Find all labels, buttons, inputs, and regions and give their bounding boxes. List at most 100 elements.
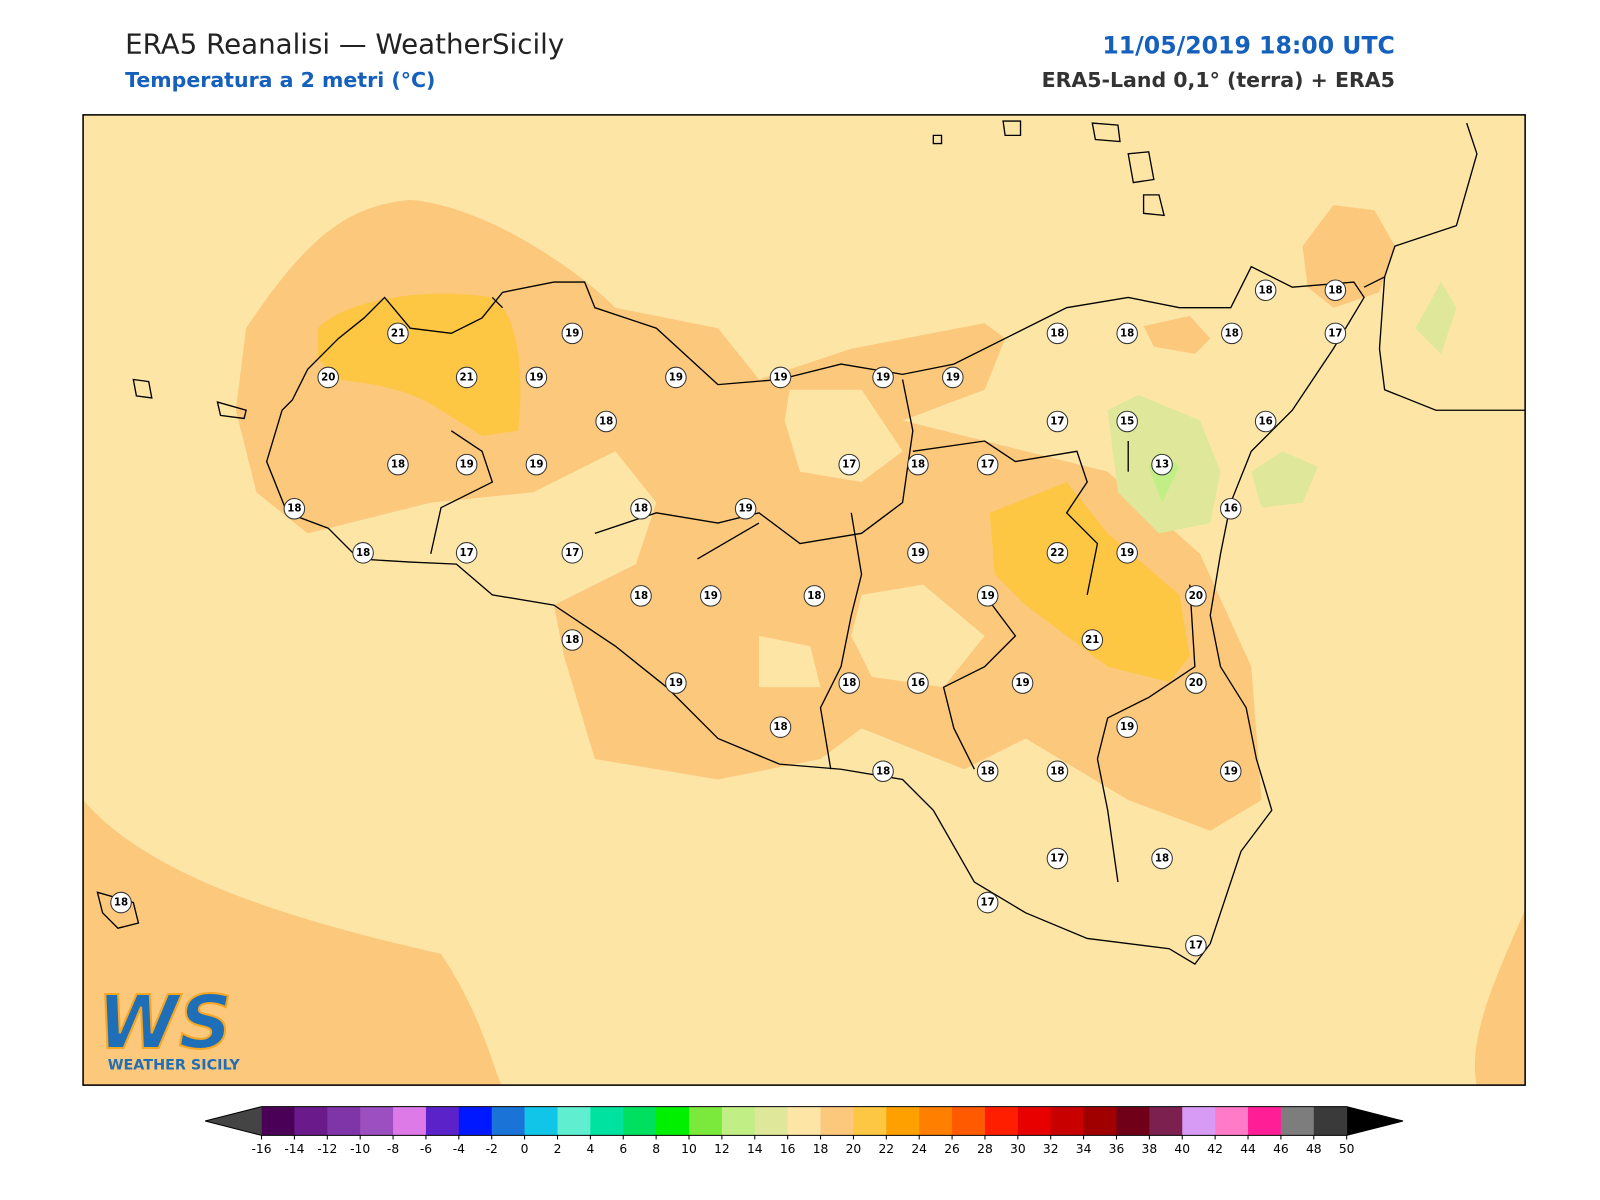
station-value: 22: [1050, 547, 1064, 559]
colorbar-under: [205, 1106, 262, 1136]
colorbar-tick-label: 10: [681, 1142, 697, 1156]
station-value: 18: [287, 503, 301, 515]
station-value: 20: [321, 371, 335, 383]
colorbar-segment: [1083, 1106, 1118, 1136]
station-marker: [525, 366, 548, 389]
station-value: 17: [842, 459, 856, 471]
colorbar-segment: [689, 1106, 723, 1136]
colorbar: -16 -14 -12 -10 -8 -6 -4 -2 0 2 4 6 8 10 12 14 16 18 20 22 2…: [205, 1106, 1404, 1156]
station-value: 18: [1050, 765, 1064, 777]
cool-area: [1415, 282, 1457, 354]
colorbar-segment: [721, 1106, 756, 1136]
colorbar-segment: [1248, 1106, 1282, 1136]
station-marker: [317, 366, 339, 389]
cool-area: [1251, 451, 1318, 508]
station-marker: [1116, 410, 1138, 433]
station-value: 20: [1189, 677, 1203, 689]
title: ERA5 Reanalisi — WeatherSicily: [125, 27, 564, 60]
station-marker: [700, 585, 722, 607]
station-value: 16: [1259, 416, 1273, 428]
colorbar-tick-label: 14: [747, 1142, 763, 1156]
station-marker: [1046, 542, 1069, 564]
cool-area: [851, 584, 985, 688]
station-marker: [976, 585, 999, 607]
colorbar-segment: [590, 1106, 624, 1136]
station-value: 18: [634, 503, 648, 515]
map: 21 19 20 21 19 19 19 19 19 18 18 18 18 18 17 18 17 15 16 18…: [82, 114, 1526, 1086]
colorbar-tick-label: 28: [977, 1142, 993, 1156]
station-marker: [1220, 760, 1242, 783]
colorbar-tick-label: 2: [554, 1142, 562, 1156]
station-marker: [1324, 279, 1347, 302]
station-value: 18: [842, 677, 856, 689]
hot-area: [317, 293, 521, 436]
station-marker: [1221, 322, 1243, 345]
station-marker: [907, 542, 929, 564]
warm-area: [1302, 205, 1395, 308]
colorbar-tick-label: 34: [1076, 1142, 1092, 1156]
colorbar-tick-label: 22: [878, 1142, 894, 1156]
colorbar-segment: [1017, 1106, 1052, 1136]
station-marker: [1324, 322, 1347, 345]
station-marker: [387, 453, 409, 476]
colorbar-segment: [425, 1106, 460, 1136]
station-value: 17: [981, 459, 995, 471]
colorbar-segment: [853, 1106, 887, 1136]
station-marker: [976, 891, 999, 914]
colorbar-tick-label: 32: [1043, 1142, 1059, 1156]
station-marker: [525, 453, 548, 476]
station-value: 19: [739, 503, 753, 515]
station-value: 19: [529, 371, 543, 383]
station-value: 19: [669, 677, 683, 689]
station-marker: [283, 497, 306, 520]
station-marker: [1011, 672, 1034, 694]
colorbar-segment: [1116, 1106, 1150, 1136]
colorbar-tick-label: -8: [387, 1142, 399, 1156]
colorbar-segment: [557, 1106, 591, 1136]
station-value: 13: [1155, 459, 1169, 471]
station-value: 18: [599, 416, 613, 428]
colorbar-tick-label: 16: [780, 1142, 796, 1156]
colorbar-tick-label: 20: [846, 1142, 862, 1156]
colorbar-segment: [1215, 1106, 1249, 1136]
station-value: 19: [565, 327, 579, 339]
colorbar-segment: [919, 1106, 953, 1136]
station-marker: [872, 366, 894, 389]
colorbar-tick-label: 6: [619, 1142, 627, 1156]
colorbar-tick-label: 36: [1109, 1142, 1125, 1156]
station-marker: [976, 453, 999, 476]
colorbar-tick-label: 0: [521, 1142, 529, 1156]
station-marker: [561, 542, 584, 564]
station-marker: [110, 891, 132, 914]
station-marker: [1116, 716, 1138, 738]
station-marker: [1116, 322, 1138, 345]
station-value: 16: [911, 677, 925, 689]
station-marker: [907, 672, 929, 694]
colorbar-segment: [754, 1106, 789, 1136]
colorbar-tick-label: 44: [1240, 1142, 1256, 1156]
station-value: 19: [911, 547, 925, 559]
station-marker: [1116, 542, 1138, 564]
colorbar-segment: [327, 1106, 361, 1136]
station-value: 17: [1050, 852, 1064, 864]
stations: 21 19 20 21 19 19 19 19 19 18 18 18 18 18 17 18 17 15 16 18…: [110, 279, 1347, 957]
colorbar-tick-label: 12: [714, 1142, 730, 1156]
colorbar-tick-label: -6: [420, 1142, 432, 1156]
station-value: 16: [1224, 503, 1238, 515]
station-marker: [1185, 585, 1207, 607]
station-value: 17: [1050, 416, 1064, 428]
station-value: 17: [981, 897, 995, 909]
colorbar-tick-label: 38: [1142, 1142, 1158, 1156]
station-marker: [665, 672, 687, 694]
colorbar-tick-label: 50: [1339, 1142, 1355, 1156]
station-marker: [769, 366, 792, 389]
colorbar-tick-label: -14: [284, 1142, 304, 1156]
station-marker: [455, 542, 478, 564]
warm-area: [1143, 315, 1211, 354]
station-marker: [803, 585, 826, 607]
station-marker: [942, 366, 964, 389]
colorbar-tick-label: -10: [350, 1142, 370, 1156]
cool-area: [758, 635, 821, 688]
source: ERA5-Land 0,1° (terra) + ERA5: [1042, 68, 1395, 92]
